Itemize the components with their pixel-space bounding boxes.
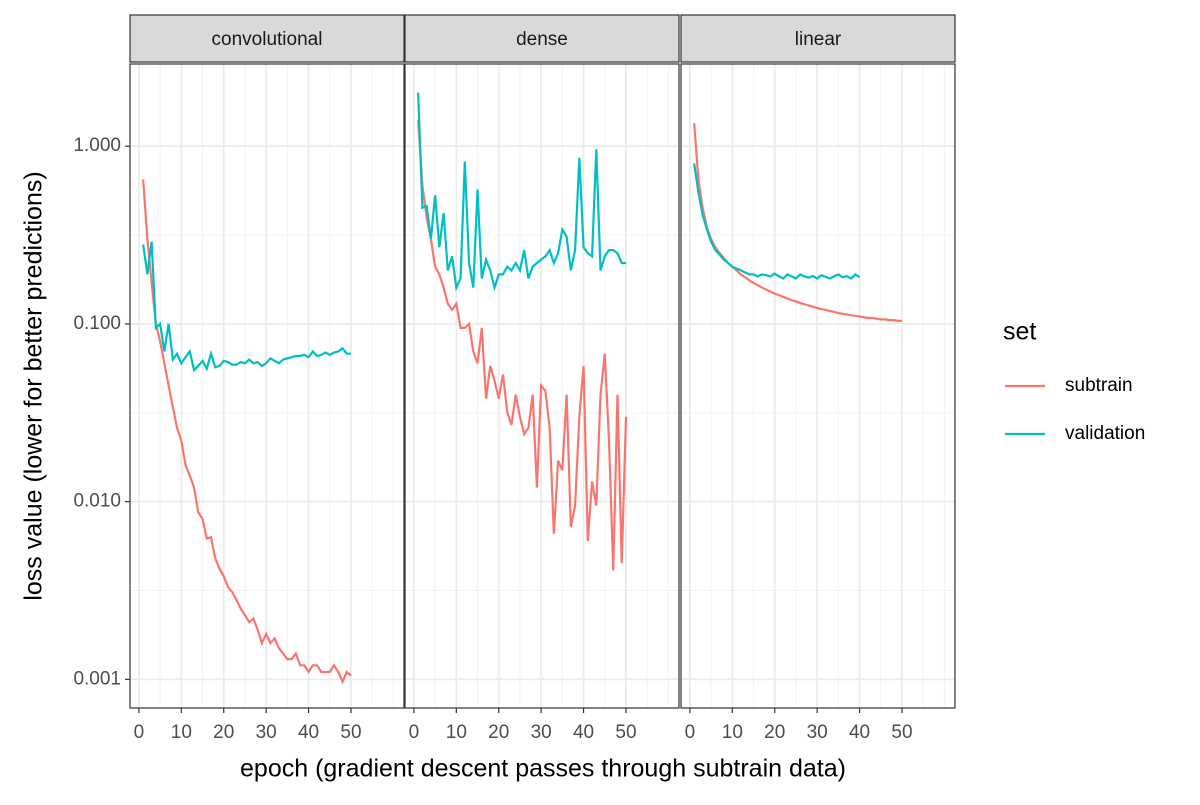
x-tick-label: 0 [409, 722, 420, 743]
x-tick-label: 20 [213, 722, 234, 743]
line-subtrain [142, 179, 352, 685]
x-tick-label: 30 [256, 722, 277, 743]
panel-border [404, 63, 680, 709]
x-tick-label: 30 [531, 722, 552, 743]
line-validation [417, 92, 626, 292]
line-subtrain [417, 120, 628, 571]
legend-title: set [1003, 318, 1036, 346]
x-tick-label: 10 [722, 722, 743, 743]
panel-border [129, 63, 405, 709]
facet-strip [129, 14, 405, 63]
x-tick-label: 40 [298, 722, 319, 743]
line-validation [693, 163, 861, 280]
x-tick-label: 20 [488, 722, 509, 743]
y-tick-label: 1.000 [73, 135, 121, 156]
x-tick-label: 50 [340, 722, 361, 743]
x-tick-label: 0 [134, 722, 145, 743]
y-tick-label: 0.100 [73, 313, 121, 334]
panel-border [680, 63, 956, 709]
x-tick-label: 50 [891, 722, 912, 743]
line-subtrain [693, 122, 902, 322]
line-validation [142, 241, 351, 373]
x-axis-label: epoch (gradient descent passes through s… [240, 755, 846, 783]
facet-strip [680, 14, 956, 63]
x-tick-label: 0 [685, 722, 696, 743]
facet-title: linear [795, 29, 842, 50]
facet-title: convolutional [212, 29, 323, 50]
facet-title: dense [516, 29, 568, 50]
legend-label: subtrain [1065, 375, 1133, 396]
x-tick-label: 20 [764, 722, 785, 743]
facet-strip [404, 14, 680, 63]
y-tick-label: 0.010 [73, 491, 121, 512]
x-tick-label: 50 [615, 722, 636, 743]
x-tick-label: 10 [171, 722, 192, 743]
x-tick-label: 40 [573, 722, 594, 743]
y-axis-label: loss value (lower for better predictions… [20, 171, 48, 600]
x-tick-label: 30 [807, 722, 828, 743]
x-tick-label: 40 [849, 722, 870, 743]
y-tick-label: 0.001 [73, 668, 121, 689]
x-tick-label: 10 [446, 722, 467, 743]
legend-label: validation [1065, 423, 1145, 444]
